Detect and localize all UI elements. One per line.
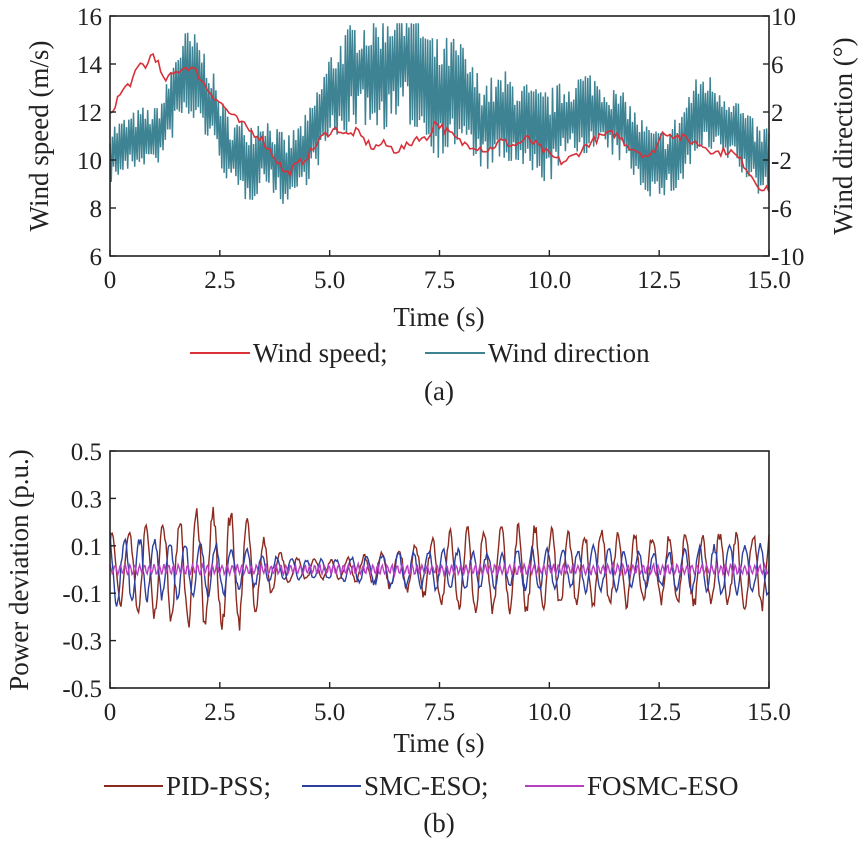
legend-label-pid-pss: PID-PSS; [166,771,271,801]
panel-b-legend: PID-PSS; SMC-ESO; FOSMC-ESO [104,771,739,801]
panel-a-marks [109,23,770,204]
x-tick-label: 15.0 [747,267,791,294]
series-smc-eso-line [109,531,770,607]
x-tick-label: 12.5 [637,267,681,294]
panel-b-marks [109,506,770,631]
legend-label-wind-direction: Wind direction [488,338,650,368]
panel-b-x-ticks: 0 2.5 5.0 7.5 10.0 12.5 15.0 [104,682,791,726]
y2-tick-label: 6 [771,52,784,79]
legend-label-smc-eso: SMC-ESO; [364,771,489,801]
series-fosmc-eso-line [109,560,770,578]
legend-label-fosmc-eso: FOSMC-ESO [587,771,739,801]
panel-a-legend: Wind speed; Wind direction [190,338,650,368]
x-tick-label: 0 [104,267,117,294]
y-tick-label: -0.3 [62,629,102,656]
panel-a-y-axis-label: Wind speed (m/s) [24,41,54,232]
panel-b-y-ticks: -0.5 -0.3 -0.1 0.1 0.3 0.5 [62,439,116,703]
x-tick-label: 0 [104,699,117,726]
legend-label-wind-speed: Wind speed; [253,338,388,368]
panel-b-y-axis-label: Power deviation (p.u.) [4,449,34,690]
y-tick-label: 16 [77,4,102,31]
panel-b-caption: (b) [423,808,454,838]
x-tick-label: 2.5 [204,699,235,726]
y-tick-label: 0.1 [71,534,102,561]
y-tick-label: -0.5 [62,676,102,703]
x-tick-label: 15.0 [747,699,791,726]
y-tick-label: 6 [90,244,103,271]
panel-b: 0 2.5 5.0 7.5 10.0 12.5 15.0 -0.5 -0.3 -0.1 0.1 0.… [4,439,791,838]
series-pid-pss-line [109,506,770,631]
panel-a-y2-ticks: -10 -6 -2 2 6 10 [763,4,804,271]
x-tick-label: 7.5 [424,699,455,726]
y-tick-label: -0.1 [62,581,102,608]
y2-tick-label: 2 [771,100,784,127]
panel-a-caption: (a) [424,376,454,406]
y2-tick-label: 10 [771,4,796,31]
x-tick-label: 7.5 [424,267,455,294]
series-wind-speed-line [109,52,770,193]
panel-a-y-ticks: 6 8 10 12 14 16 [77,4,116,271]
x-tick-label: 10.0 [527,699,571,726]
y-tick-label: 10 [77,148,102,175]
y2-tick-label: -6 [771,196,792,223]
y-tick-label: 12 [77,100,102,127]
panel-a-y2-axis-label: Wind direction (°) [828,37,858,234]
panel-a-x-axis-label: Time (s) [393,302,484,332]
panel-b-x-axis-label: Time (s) [393,728,484,758]
x-tick-label: 2.5 [204,267,235,294]
panel-a-x-ticks: 0 2.5 5.0 7.5 10.0 12.5 15.0 [104,250,791,294]
y2-tick-label: -2 [771,148,792,175]
x-tick-label: 10.0 [527,267,571,294]
y2-tick-label: -10 [771,244,804,271]
x-tick-label: 12.5 [637,699,681,726]
y-tick-label: 0.3 [71,486,102,513]
y-tick-label: 8 [90,196,103,223]
y-tick-label: 0.5 [71,439,102,466]
x-tick-label: 5.0 [314,267,345,294]
series-wind-direction-line [109,23,770,204]
x-tick-label: 5.0 [314,699,345,726]
y-tick-label: 14 [77,52,103,79]
